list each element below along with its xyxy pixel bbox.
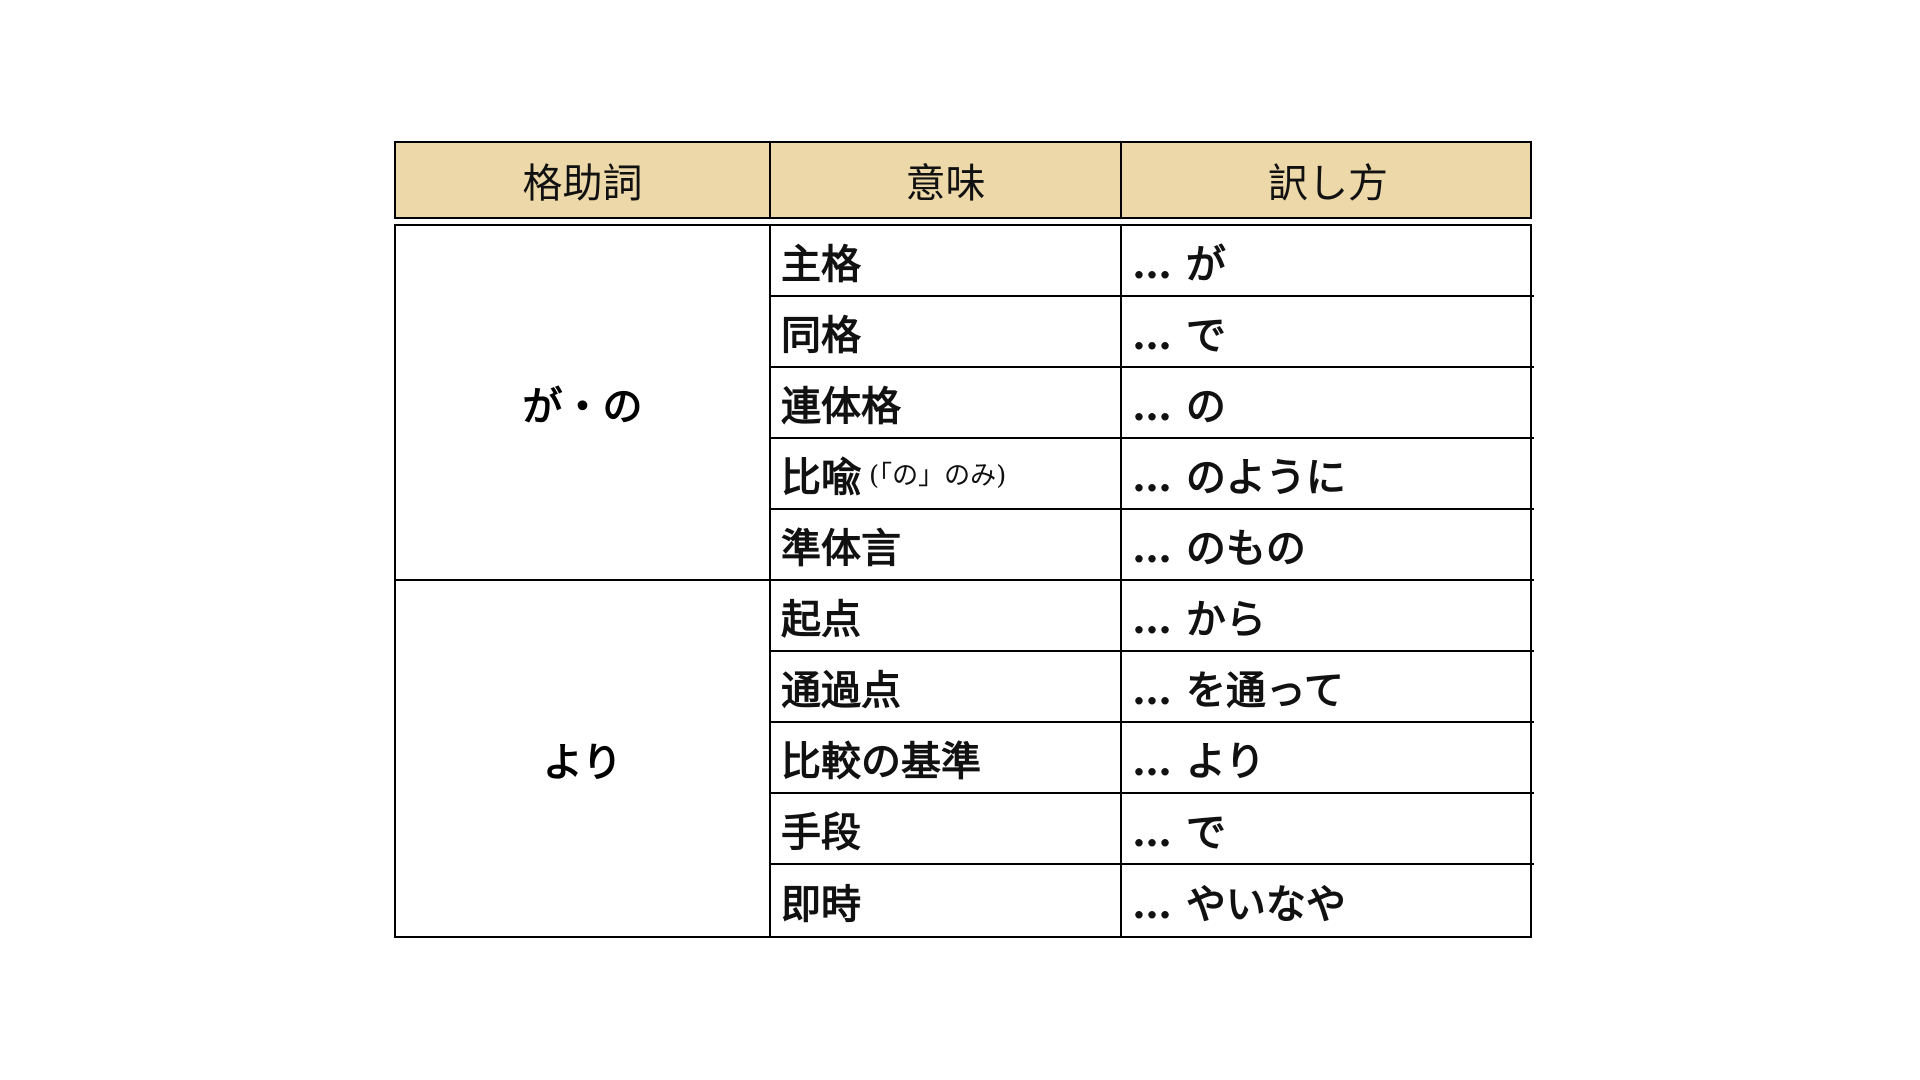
- table-row: 主格 … が: [771, 226, 1534, 297]
- meaning-text: 通過点: [781, 666, 901, 714]
- header-meaning: 意味: [771, 143, 1122, 217]
- translation-cell: … のもの: [1132, 524, 1306, 572]
- translation-cell: … やいなや: [1132, 880, 1346, 928]
- meaning-cell: 連体格: [771, 368, 1122, 437]
- translation-cell: … を通って: [1132, 666, 1344, 714]
- table-row: 手段 … で: [771, 794, 1534, 865]
- meaning-cell: 主格: [771, 226, 1122, 295]
- usage-rows: 起点 … から通過点 … を通って比較の基準 … より手段 … で即時 … やいなや: [771, 581, 1534, 936]
- meaning-cell: 比較の基準: [771, 723, 1122, 792]
- meaning-cell: 即時: [771, 865, 1122, 936]
- table-row: 起点 … から: [771, 581, 1534, 652]
- table-row: 比較の基準 … より: [771, 723, 1534, 794]
- table-header: 格助詞 意味 訳し方: [394, 141, 1532, 219]
- meaning-cell: 準体言: [771, 510, 1122, 579]
- table-row: 同格 … で: [771, 297, 1534, 368]
- translation-cell: … で: [1132, 808, 1226, 856]
- meaning-cell: 同格: [771, 297, 1122, 366]
- particle-cell: より: [396, 581, 771, 936]
- translation-cell: … より: [1132, 737, 1266, 785]
- meaning-text: 手段: [781, 808, 861, 856]
- meaning-cell: 手段: [771, 794, 1122, 863]
- translation-cell: … の: [1132, 382, 1226, 430]
- translation-cell: … が: [1132, 240, 1226, 288]
- meaning-text: 準体言: [781, 524, 901, 572]
- header-particle: 格助詞: [396, 143, 771, 217]
- table-row: 通過点 … を通って: [771, 652, 1534, 723]
- translation-cell: … から: [1132, 595, 1266, 643]
- meaning-text: 起点: [781, 595, 861, 643]
- usage-rows: 主格 … が同格 … で連体格 … の比喩 (「の」のみ) … のように準体言 … のもの: [771, 226, 1534, 581]
- table-row: 即時 … やいなや: [771, 865, 1534, 936]
- header-translation: 訳し方: [1268, 161, 1388, 207]
- meaning-text: 連体格: [781, 382, 901, 430]
- particle-cell: が・の: [396, 226, 771, 581]
- meaning-cell: 比喩 (「の」のみ): [771, 439, 1122, 508]
- table-row: 連体格 … の: [771, 368, 1534, 439]
- meaning-text: 比喩: [781, 453, 861, 501]
- meaning-cell: 通過点: [771, 652, 1122, 721]
- table-body: が・の 主格… が同格… で連体格… の比喩 (「の」のみ)… のように 準体言… の…: [394, 224, 1534, 938]
- meaning-cell: 起点: [771, 581, 1122, 650]
- meaning-text: 比較の基準: [781, 737, 981, 785]
- meaning-text: 即時: [781, 880, 861, 928]
- table-row: 比喩 (「の」のみ) … のように: [771, 439, 1534, 510]
- meaning-text: 同格: [781, 311, 861, 359]
- table-row: 準体言 … のもの: [771, 510, 1534, 581]
- translation-cell: … で: [1132, 311, 1226, 359]
- translation-cell: … のように: [1132, 453, 1346, 501]
- meaning-text: 主格: [781, 240, 861, 288]
- meaning-note: (「の」のみ): [869, 461, 1007, 491]
- particle-table: 格助詞 意味 訳し方 が・の 主格… が同格… で連体格… の比喩 (「の」のみ)……: [394, 141, 1534, 938]
